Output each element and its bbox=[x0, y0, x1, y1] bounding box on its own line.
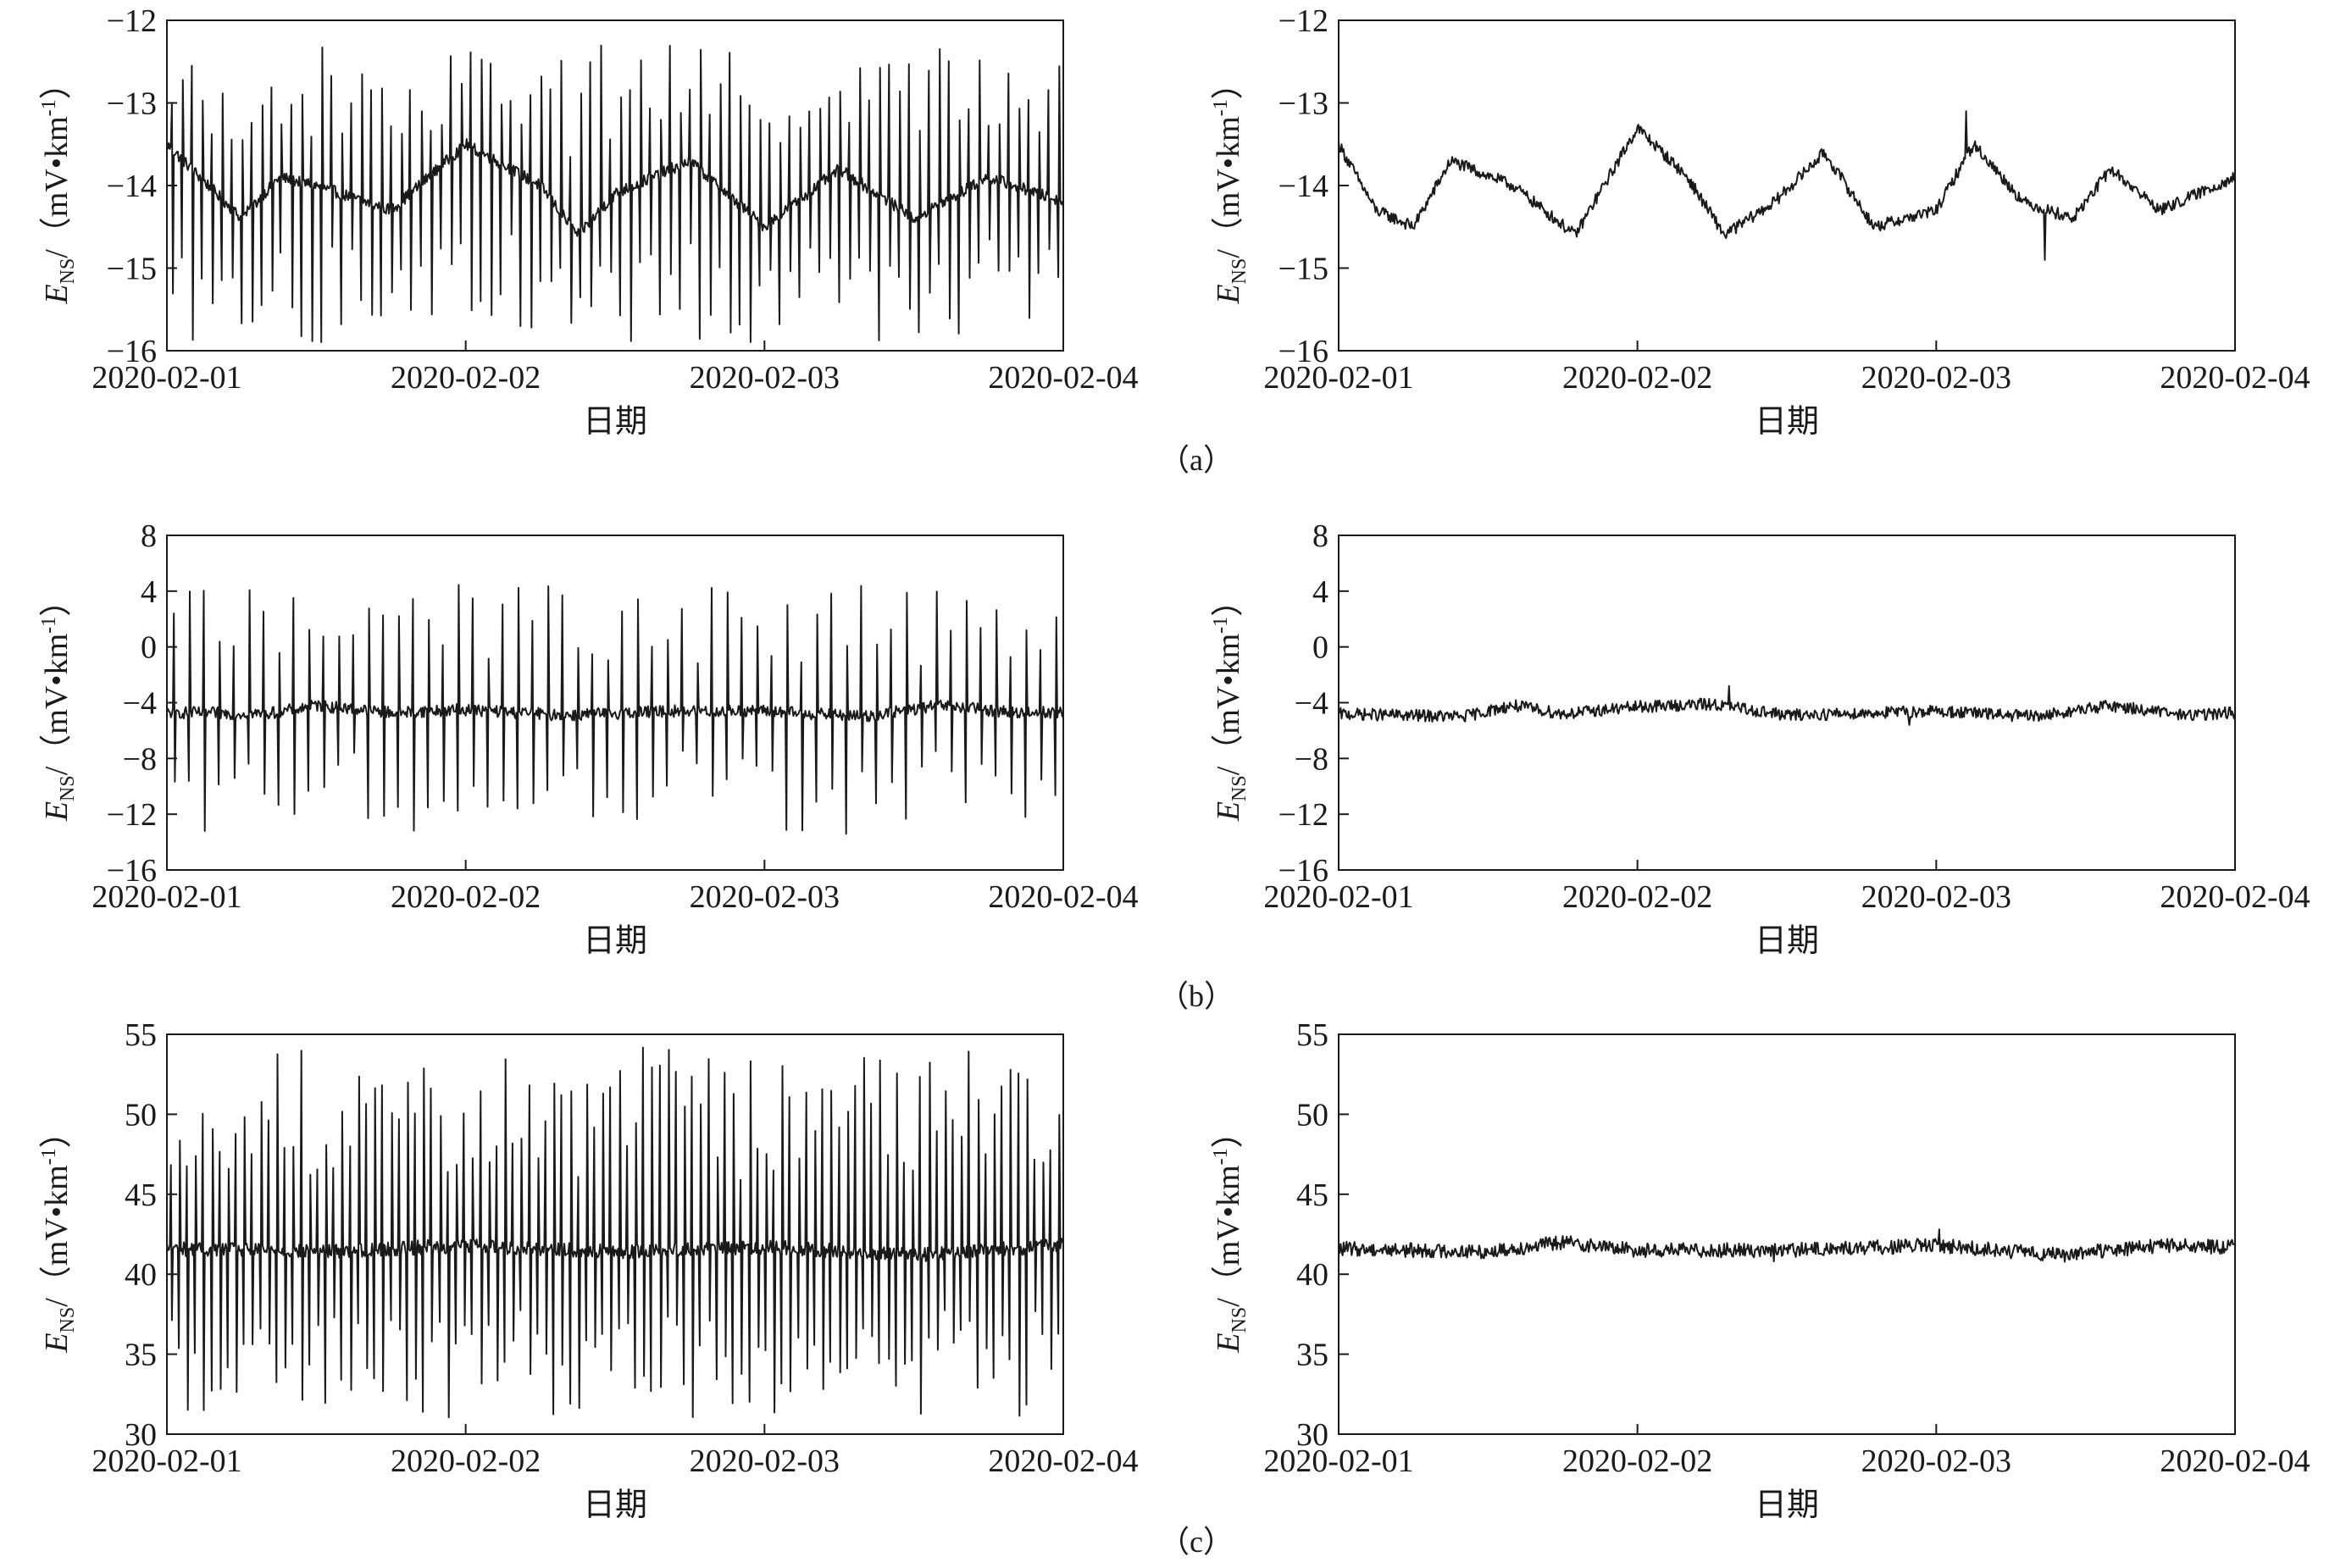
x-tick-label: 2020-02-03 bbox=[1861, 879, 2011, 915]
y-axis-title: ENS/（mV•km-1） bbox=[38, 585, 79, 822]
y-tick-label: 30 bbox=[125, 1417, 157, 1453]
x-axis-title: 日期 bbox=[1755, 1486, 1819, 1523]
y-axis-title: ENS/（mV•km-1） bbox=[38, 1116, 79, 1353]
y-tick-label: −16 bbox=[1278, 334, 1328, 369]
series-line bbox=[1338, 1228, 2236, 1263]
x-tick-label: 2020-02-02 bbox=[1562, 360, 1712, 396]
y-tick-label: 45 bbox=[1296, 1177, 1328, 1213]
y-axis-title: ENS/（mV•km-1） bbox=[1210, 67, 1251, 304]
x-tick-label: 2020-02-02 bbox=[391, 360, 541, 396]
y-tick-label: −12 bbox=[107, 3, 157, 39]
x-tick-label: 2020-02-01 bbox=[1263, 879, 1413, 915]
x-tick-label: 2020-02-03 bbox=[690, 360, 840, 396]
x-tick-label: 2020-02-03 bbox=[690, 879, 840, 915]
x-tick-label: 2020-02-01 bbox=[92, 1443, 241, 1479]
panel-label-c: （c） bbox=[1159, 1525, 1234, 1559]
y-tick-label: 8 bbox=[1312, 518, 1328, 554]
y-tick-label: 55 bbox=[125, 1017, 157, 1053]
series-line bbox=[166, 44, 1064, 343]
x-tick-label: 2020-02-03 bbox=[690, 1443, 840, 1479]
x-tick-label: 2020-02-04 bbox=[2160, 360, 2310, 396]
y-tick-label: 50 bbox=[125, 1097, 157, 1133]
x-tick-label: 2020-02-01 bbox=[1263, 360, 1413, 396]
y-tick-label: 35 bbox=[125, 1338, 157, 1373]
plot-frame bbox=[166, 535, 1064, 871]
x-tick-label: 2020-02-03 bbox=[1861, 1443, 2011, 1479]
series-line bbox=[166, 584, 1064, 835]
y-axis-title: ENS/（mV•km-1） bbox=[1210, 1116, 1251, 1353]
x-tick-label: 2020-02-04 bbox=[2160, 1443, 2310, 1479]
y-tick-label: 55 bbox=[1296, 1017, 1328, 1053]
x-tick-label: 2020-02-02 bbox=[391, 1443, 541, 1479]
y-tick-label: −12 bbox=[1278, 3, 1328, 39]
y-tick-label: 0 bbox=[1312, 630, 1328, 666]
x-tick-label: 2020-02-01 bbox=[92, 360, 241, 396]
y-tick-label: −16 bbox=[107, 853, 157, 889]
y-tick-label: −4 bbox=[123, 686, 157, 722]
x-tick-label: 2020-02-04 bbox=[2160, 879, 2310, 915]
x-tick-label: 2020-02-03 bbox=[1861, 360, 2011, 396]
y-tick-label: 40 bbox=[1296, 1257, 1328, 1293]
panel-label-a: （a） bbox=[1159, 443, 1234, 477]
x-tick-label: 2020-02-04 bbox=[988, 360, 1138, 396]
y-tick-label: −12 bbox=[1278, 797, 1328, 833]
x-axis-title: 日期 bbox=[583, 1486, 647, 1523]
y-tick-label: 30 bbox=[1296, 1417, 1328, 1453]
y-tick-label: 8 bbox=[141, 518, 157, 554]
y-tick-label: 40 bbox=[125, 1257, 157, 1293]
x-tick-label: 2020-02-01 bbox=[1263, 1443, 1413, 1479]
series-line bbox=[1338, 110, 2236, 261]
x-tick-label: 2020-02-02 bbox=[391, 879, 541, 915]
y-tick-label: −12 bbox=[107, 797, 157, 833]
plot-frame bbox=[1338, 1033, 2236, 1435]
y-tick-label: −8 bbox=[1295, 741, 1328, 777]
x-axis-title: 日期 bbox=[583, 922, 647, 959]
y-tick-label: 45 bbox=[125, 1177, 157, 1213]
y-tick-label: −16 bbox=[1278, 853, 1328, 889]
x-axis-title: 日期 bbox=[583, 402, 647, 440]
x-tick-label: 2020-02-04 bbox=[988, 879, 1138, 915]
panel-label-b: （b） bbox=[1158, 979, 1234, 1013]
y-tick-label: −15 bbox=[107, 252, 157, 287]
y-tick-label: 4 bbox=[1312, 574, 1328, 610]
x-tick-label: 2020-02-02 bbox=[1562, 879, 1712, 915]
plot-frame bbox=[166, 1033, 1064, 1435]
x-axis-title: 日期 bbox=[1755, 922, 1819, 959]
y-tick-label: 0 bbox=[141, 630, 157, 666]
y-tick-label: −16 bbox=[107, 334, 157, 369]
y-tick-label: −13 bbox=[1278, 86, 1328, 122]
series-line bbox=[166, 1046, 1064, 1419]
y-tick-label: 4 bbox=[141, 574, 157, 610]
y-tick-label: 35 bbox=[1296, 1338, 1328, 1373]
y-tick-label: −8 bbox=[123, 741, 157, 777]
y-axis-title: ENS/（mV•km-1） bbox=[38, 67, 79, 304]
series-line bbox=[1338, 684, 2236, 726]
x-axis-title: 日期 bbox=[1755, 402, 1819, 440]
plot-frame bbox=[1338, 19, 2236, 352]
y-tick-label: 50 bbox=[1296, 1097, 1328, 1133]
y-tick-label: −4 bbox=[1295, 686, 1328, 722]
y-tick-label: −14 bbox=[107, 169, 157, 204]
y-tick-label: −14 bbox=[1278, 169, 1328, 204]
x-tick-label: 2020-02-01 bbox=[92, 879, 241, 915]
y-tick-label: −15 bbox=[1278, 252, 1328, 287]
x-tick-label: 2020-02-04 bbox=[988, 1443, 1138, 1479]
y-tick-label: −13 bbox=[107, 86, 157, 122]
x-tick-label: 2020-02-02 bbox=[1562, 1443, 1712, 1479]
y-axis-title: ENS/（mV•km-1） bbox=[1210, 585, 1251, 822]
